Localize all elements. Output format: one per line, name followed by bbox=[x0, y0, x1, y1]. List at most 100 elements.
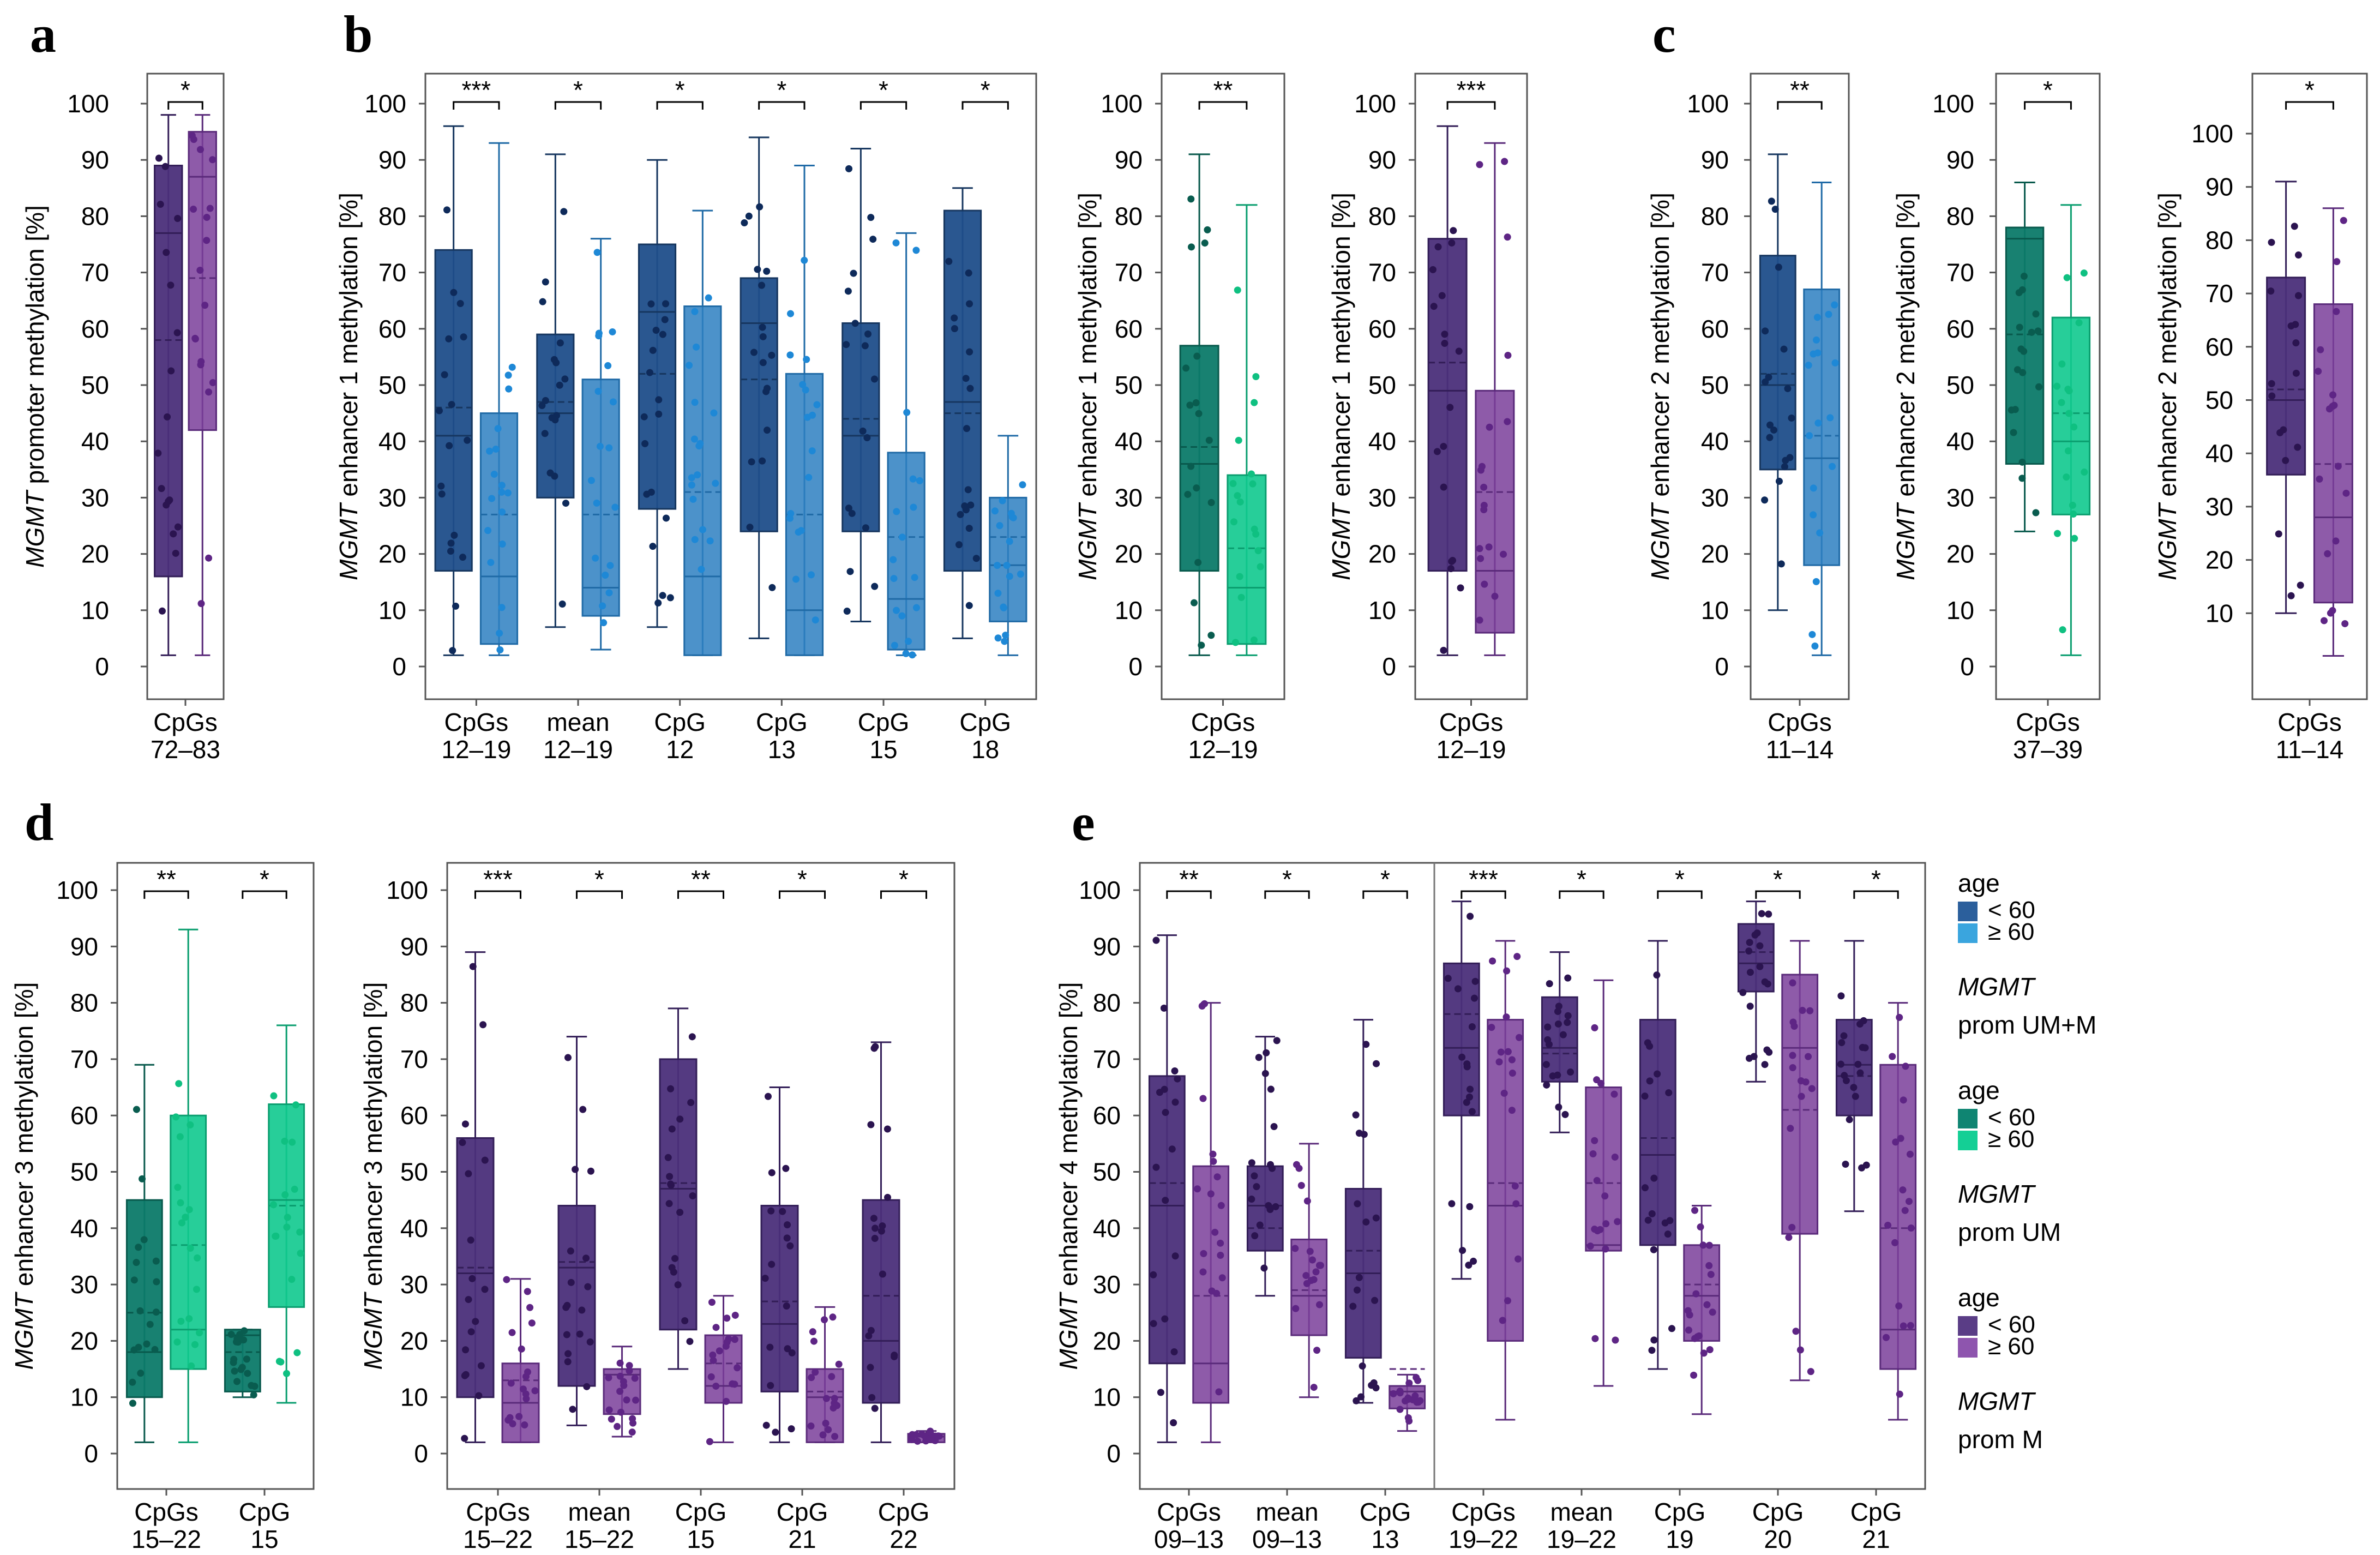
y-tick-label: 0 bbox=[414, 1439, 428, 1468]
data-point bbox=[518, 1345, 525, 1353]
data-point bbox=[1546, 980, 1553, 988]
box-age-60-plus bbox=[2051, 204, 2091, 656]
data-point bbox=[1411, 1392, 1419, 1400]
data-point bbox=[136, 1307, 144, 1314]
data-point bbox=[152, 1257, 160, 1265]
data-point bbox=[1273, 1037, 1281, 1044]
box-age-under-60 bbox=[1148, 934, 1186, 1443]
data-point bbox=[1826, 414, 1834, 422]
y-tick-label: 80 bbox=[1701, 202, 1729, 230]
data-point bbox=[608, 1415, 615, 1423]
data-point bbox=[1777, 560, 1785, 568]
data-point bbox=[1746, 969, 1754, 976]
data-point bbox=[1247, 470, 1255, 478]
data-point bbox=[821, 1316, 828, 1324]
y-tick-label: 0 bbox=[1128, 652, 1143, 681]
data-point bbox=[786, 1242, 794, 1250]
data-point bbox=[891, 1352, 898, 1359]
category-label-line2: 37–39 bbox=[2013, 735, 2083, 764]
legend-title: age bbox=[1958, 869, 2000, 897]
data-point bbox=[912, 247, 920, 254]
iqr-box bbox=[989, 496, 1027, 622]
data-point bbox=[185, 1315, 193, 1323]
data-point bbox=[1150, 1320, 1157, 1328]
data-point bbox=[761, 1275, 769, 1282]
data-point bbox=[1796, 1346, 1804, 1354]
data-point bbox=[1685, 1326, 1692, 1334]
data-point bbox=[194, 1254, 201, 1262]
data-point bbox=[712, 1324, 720, 1331]
data-point bbox=[174, 523, 182, 531]
data-point bbox=[1204, 226, 1211, 233]
data-point bbox=[2028, 328, 2035, 336]
y-tick-label: 60 bbox=[1701, 315, 1729, 343]
data-point bbox=[1465, 1093, 1473, 1101]
data-point bbox=[609, 328, 616, 335]
y-tick-label: 0 bbox=[1715, 652, 1729, 681]
data-point bbox=[2034, 327, 2042, 335]
data-point bbox=[506, 1414, 514, 1421]
data-point bbox=[2058, 360, 2066, 368]
data-point bbox=[209, 156, 217, 164]
data-point bbox=[1303, 1280, 1311, 1287]
data-point bbox=[1190, 599, 1198, 607]
data-point bbox=[1471, 977, 1479, 985]
data-point bbox=[1463, 1098, 1470, 1106]
data-point bbox=[2063, 473, 2070, 481]
data-point bbox=[2294, 443, 2301, 451]
data-point bbox=[1597, 1079, 1604, 1087]
data-point bbox=[734, 1364, 741, 1372]
data-point bbox=[1664, 1230, 1672, 1238]
data-point bbox=[2282, 457, 2289, 464]
data-point bbox=[593, 499, 600, 507]
data-point bbox=[173, 1338, 181, 1346]
data-point bbox=[1700, 1349, 1708, 1357]
category-label-line1: CpG bbox=[959, 708, 1011, 736]
data-point bbox=[173, 329, 181, 337]
box-age-60-plus bbox=[479, 142, 519, 656]
data-point bbox=[1644, 1216, 1652, 1224]
data-point bbox=[754, 266, 761, 273]
category-label-line1: CpG bbox=[1654, 1498, 1706, 1526]
box-age-60-plus bbox=[1290, 1143, 1328, 1398]
significance-label: ** bbox=[1179, 865, 1199, 893]
data-point bbox=[593, 249, 601, 256]
data-point bbox=[542, 397, 549, 404]
data-point bbox=[1586, 1242, 1594, 1250]
y-tick-label: 50 bbox=[1093, 1158, 1121, 1186]
data-point bbox=[1187, 243, 1195, 251]
legend-swatch bbox=[1958, 1316, 1978, 1336]
y-tick-label: 20 bbox=[70, 1326, 98, 1355]
data-point bbox=[1514, 1255, 1522, 1263]
data-point bbox=[1814, 419, 1822, 427]
data-point bbox=[756, 203, 764, 211]
data-point bbox=[1193, 484, 1200, 492]
data-point bbox=[1440, 646, 1447, 654]
data-point bbox=[955, 541, 963, 549]
significance-bracket bbox=[1264, 890, 1310, 899]
data-point bbox=[177, 1317, 185, 1325]
data-point bbox=[884, 1125, 891, 1133]
box-age-60-plus bbox=[887, 232, 925, 659]
data-point bbox=[659, 592, 666, 599]
data-point bbox=[1477, 466, 1485, 474]
data-point bbox=[291, 1185, 298, 1193]
data-point bbox=[1312, 1268, 1320, 1276]
data-point bbox=[1315, 1301, 1323, 1308]
legend-gene: MGMT bbox=[1958, 1387, 2036, 1415]
data-point bbox=[1353, 1286, 1361, 1294]
data-point bbox=[667, 1180, 675, 1188]
data-point bbox=[768, 584, 776, 591]
y-tick-label: 90 bbox=[1115, 146, 1143, 174]
data-point bbox=[135, 1244, 142, 1251]
data-point bbox=[1468, 1023, 1476, 1031]
data-point bbox=[522, 1373, 530, 1380]
data-point bbox=[1591, 1024, 1598, 1031]
data-point bbox=[1765, 910, 1772, 918]
y-tick-label: 100 bbox=[1101, 89, 1143, 118]
y-tick-label: 90 bbox=[1701, 146, 1729, 174]
data-point bbox=[133, 1259, 140, 1266]
data-point bbox=[1372, 1214, 1380, 1222]
